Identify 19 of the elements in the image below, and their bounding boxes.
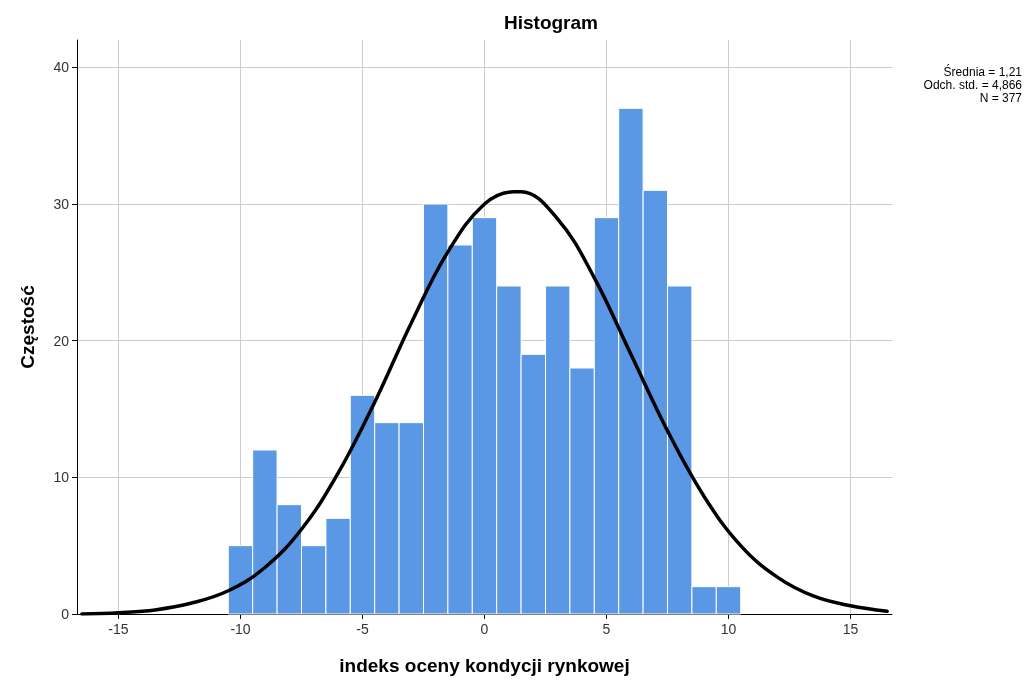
y-axis-title: Częstość xyxy=(17,284,38,369)
y-tick-label: 20 xyxy=(53,332,70,349)
text: Odch. std. = 4,866 xyxy=(923,78,1023,92)
line-series xyxy=(80,189,889,616)
x-tick-label: 0 xyxy=(480,621,489,637)
y-tick-label: 30 xyxy=(53,196,70,212)
x-tick-label: -10 xyxy=(230,621,251,637)
y-tick-label: 10 xyxy=(53,469,70,486)
y-tick-label: 0 xyxy=(61,606,70,622)
x-axis-title: indeks oceny kondycji rynkowej xyxy=(339,655,630,676)
x-tick-label: 5 xyxy=(602,621,611,637)
x-tick-label: 15 xyxy=(842,621,859,637)
text: N = 377 xyxy=(979,91,1023,105)
y-tick-label: 40 xyxy=(53,59,70,76)
x-tick-label: -5 xyxy=(356,621,369,637)
x-tick-label: 10 xyxy=(720,621,737,637)
x-tick-label: -15 xyxy=(108,621,129,637)
chart-title: Histogram xyxy=(504,12,598,33)
text: Średnia = 1,21 xyxy=(943,64,1023,79)
